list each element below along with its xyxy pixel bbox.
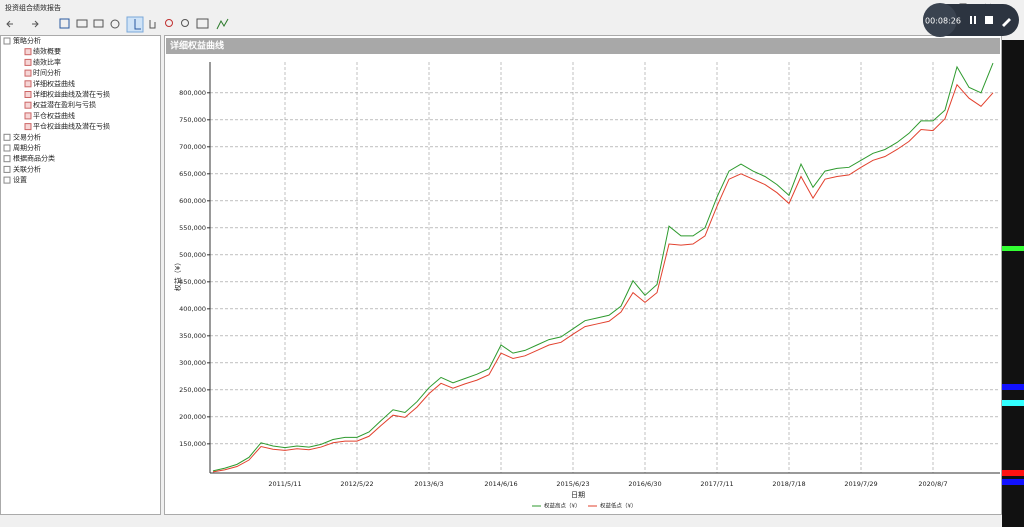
tree-node[interactable]: 绩效比率	[33, 57, 61, 66]
y-tick-label: 550,000	[179, 224, 206, 232]
x-tick-label: 2011/5/11	[268, 480, 301, 488]
tree-node[interactable]: 时间分析	[33, 68, 61, 77]
strip-mark	[1002, 470, 1024, 476]
back-button[interactable]	[6, 20, 13, 28]
x-tick-label: 2019/7/29	[844, 480, 877, 488]
toolbar	[6, 16, 229, 33]
expander	[3, 37, 11, 45]
save-button[interactable]	[59, 18, 70, 29]
y-tick-label: 600,000	[179, 197, 206, 205]
plot: 150,000 200,000 250,000 300,000 350,000 400,0…	[173, 62, 1000, 510]
window-title: 投资组合绩效报告	[5, 3, 61, 12]
legend-label: 权益低点（¥）	[600, 502, 637, 510]
tree-node[interactable]: 关联分析	[13, 164, 41, 173]
node-icon	[24, 58, 32, 66]
tree-node[interactable]: 交易分析	[13, 132, 41, 141]
tree-node[interactable]: 详细权益曲线及潜在亏损	[33, 90, 110, 99]
equity-line	[212, 62, 994, 472]
pause-button[interactable]	[970, 16, 976, 24]
expander	[3, 144, 11, 152]
pan-button[interactable]	[149, 20, 156, 29]
y-tick-label: 350,000	[179, 332, 206, 340]
print-button[interactable]	[93, 19, 104, 28]
panel-title: 详细权益曲线	[170, 40, 224, 52]
x-tick-label: 2016/6/30	[628, 480, 661, 488]
x-tick-label: 2014/6/16	[484, 480, 517, 488]
strip-mark	[1002, 400, 1024, 406]
node-icon	[24, 91, 32, 98]
tree-node[interactable]: 权益潜在盈利与亏损	[33, 100, 96, 109]
chart-panel	[164, 35, 1002, 515]
tree-node[interactable]: 根据商品分类	[13, 154, 55, 163]
strip-mark	[1002, 384, 1024, 390]
node-icon	[24, 112, 32, 120]
y-tick-label: 650,000	[179, 170, 206, 178]
x-tick-label: 2020/8/7	[918, 480, 947, 488]
y-tick-label: 800,000	[179, 89, 206, 97]
expander	[3, 155, 11, 163]
zoom-in-button[interactable]	[165, 19, 173, 27]
x-tick-label: 2013/6/3	[414, 480, 443, 488]
tree-node[interactable]: 平仓权益曲线及潜在亏损	[33, 122, 110, 131]
x-tick-label: 2012/5/22	[340, 480, 373, 488]
y-tick-label: 500,000	[179, 251, 206, 259]
y-tick-label: 400,000	[179, 305, 206, 313]
y-tick-label: 300,000	[179, 359, 206, 367]
x-tick-label: 2015/6/23	[556, 480, 589, 488]
fit-button[interactable]	[196, 18, 209, 29]
zoom-out-button[interactable]	[181, 19, 189, 27]
settings-button[interactable]	[110, 19, 120, 29]
tree-node[interactable]: 平仓权益曲线	[33, 111, 75, 120]
pen-button[interactable]	[1002, 18, 1011, 27]
tree-node[interactable]: 策略分析	[13, 36, 41, 45]
tree-node[interactable]: 绩效概要	[33, 47, 61, 56]
y-tick-label: 450,000	[179, 278, 206, 286]
node-icon	[24, 123, 32, 131]
x-axis-label: 日期	[571, 491, 585, 499]
strip-mark	[1002, 479, 1024, 485]
tree-node[interactable]: 周期分析	[13, 143, 41, 152]
strip-mark	[1002, 246, 1024, 251]
y-tick-label: 200,000	[179, 413, 206, 421]
tree: 策略分析绩效概要绩效比率时间分析详细权益曲线详细权益曲线及潜在亏损权益潜在盈利与…	[3, 36, 110, 184]
y-axis-label: 权益（¥）	[173, 259, 182, 291]
y-tick-label: 750,000	[179, 116, 206, 124]
y-tick-label: 250,000	[179, 386, 206, 394]
node-icon	[24, 48, 32, 56]
node-icon	[24, 101, 32, 109]
y-tick-label: 150,000	[179, 440, 206, 448]
equity-line	[212, 83, 994, 473]
background-app-strip	[1002, 40, 1024, 527]
legend-label: 权益高点（¥）	[544, 502, 581, 510]
stop-button[interactable]	[985, 16, 993, 24]
expander	[3, 133, 11, 141]
x-tick-label: 2018/7/18	[772, 480, 805, 488]
node-icon	[24, 80, 32, 88]
forward-button[interactable]	[32, 20, 39, 28]
chart-button[interactable]	[216, 18, 229, 30]
tree-node[interactable]: 设置	[13, 175, 27, 184]
panel-header	[166, 38, 1000, 54]
x-tick-label: 2017/7/11	[700, 480, 733, 488]
expander	[3, 165, 11, 173]
recorder-timer-bg	[923, 3, 957, 37]
y-tick-label: 700,000	[179, 143, 206, 151]
open-button[interactable]	[76, 19, 88, 28]
recorder-timer: 00:08:26	[925, 17, 961, 26]
tree-node[interactable]: 详细权益曲线	[33, 79, 75, 88]
node-icon	[24, 69, 32, 77]
expander	[3, 176, 11, 184]
